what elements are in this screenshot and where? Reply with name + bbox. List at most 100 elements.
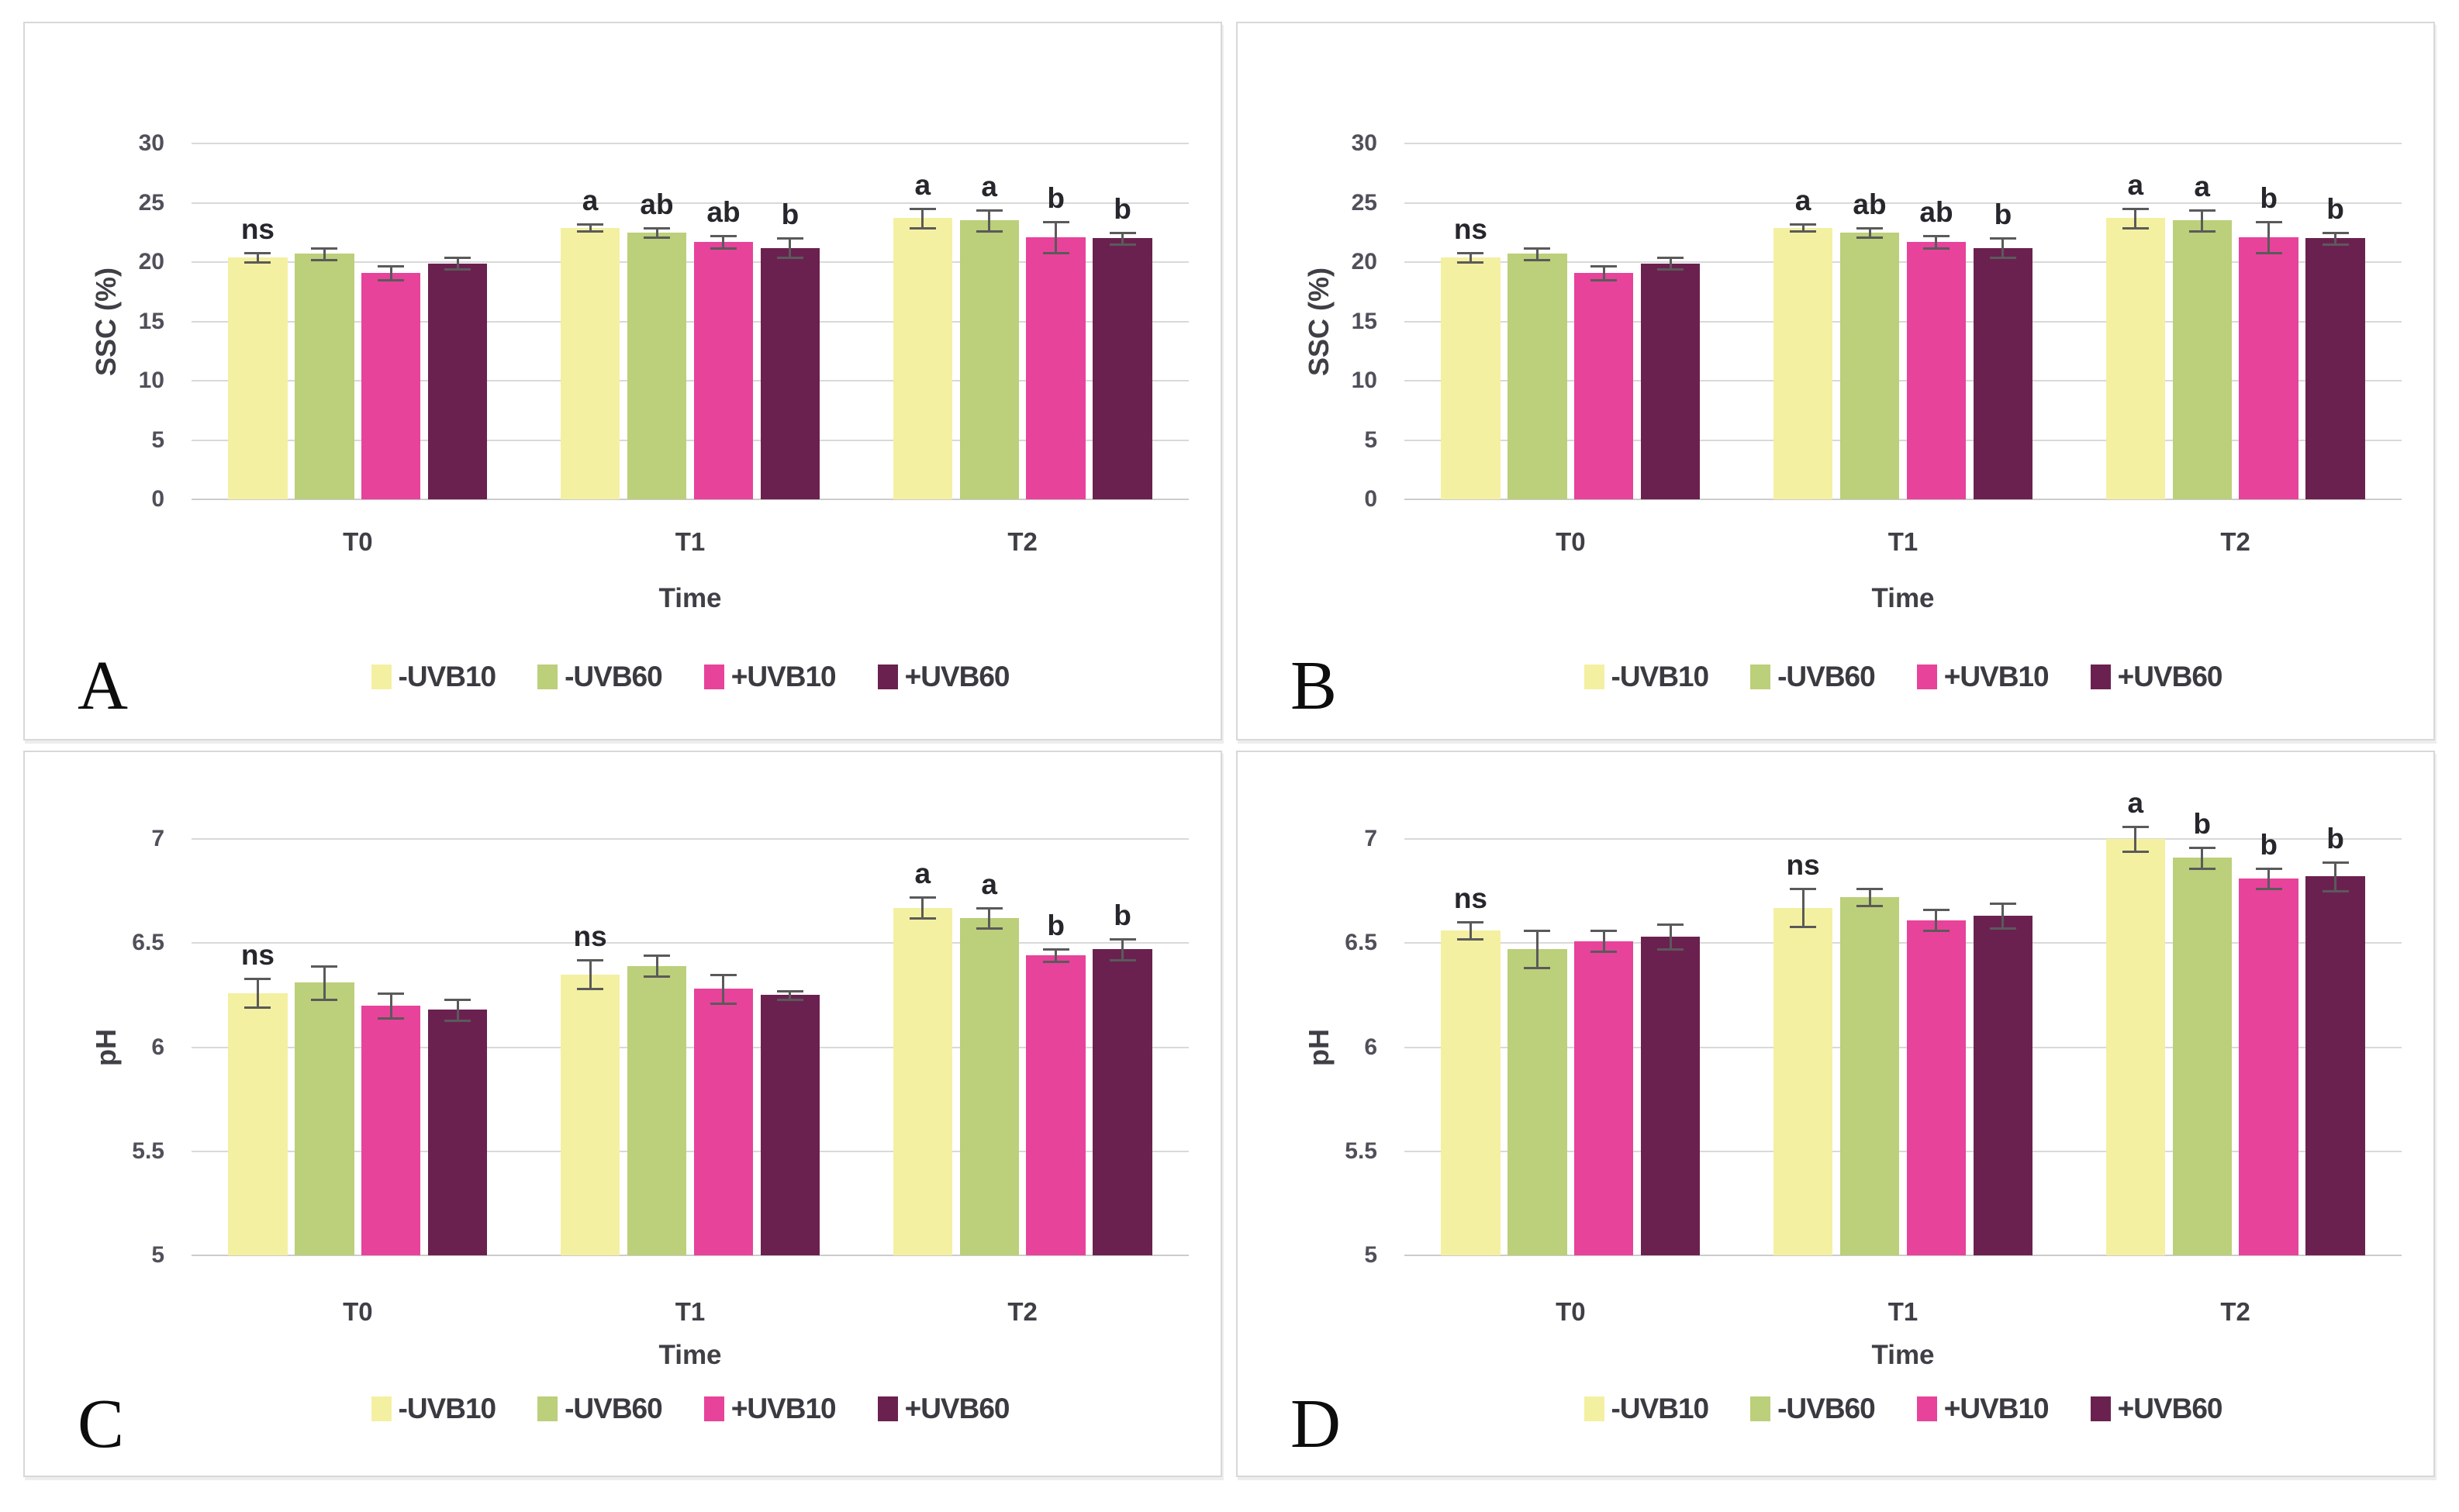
significance-label: a <box>914 858 931 890</box>
bar-+UVB60-T2 <box>2305 876 2365 1255</box>
legend-item--UVB60: -UVB60 <box>537 1393 663 1425</box>
bar-+UVB10-T2 <box>1026 236 1086 499</box>
gridline-y10 <box>1404 380 2402 381</box>
error-bar <box>988 209 991 232</box>
y-tick-label: 6 <box>151 1034 164 1060</box>
legend-item--UVB60: -UVB60 <box>1750 661 1876 693</box>
significance-label: ab <box>1919 196 1953 229</box>
legend-swatch <box>537 1396 558 1421</box>
legend-item--UVB10: -UVB10 <box>371 661 496 693</box>
legend-label: -UVB60 <box>565 1393 663 1424</box>
y-tick-label: 0 <box>1364 486 1377 512</box>
significance-label: b <box>1047 181 1065 214</box>
legend-item--UVB10: -UVB10 <box>1583 661 1710 693</box>
error-bar <box>722 236 725 248</box>
y-tick-label: 10 <box>138 368 164 393</box>
error-bar <box>389 265 392 280</box>
error-bar-cap-top <box>378 264 405 268</box>
legend-swatch <box>2090 665 2111 689</box>
error-bar-cap-bottom <box>577 230 604 233</box>
significance-label: a <box>2127 169 2144 202</box>
error-bar-cap-top <box>1524 930 1551 933</box>
significance-label: b <box>781 198 800 231</box>
gridline-y5 <box>1404 1255 2402 1256</box>
bar--UVB10-T2 <box>2105 839 2165 1255</box>
gridline-y6 <box>192 1046 1189 1048</box>
error-bar <box>1121 232 1124 245</box>
legend-swatch <box>877 1396 898 1421</box>
x-axis-title: Time <box>1871 583 1935 613</box>
legend-item-+UVB10: +UVB10 <box>703 1393 837 1425</box>
x-axis-title: Time <box>1871 1340 1935 1370</box>
error-bar-cap-top <box>1657 256 1684 259</box>
y-tick-label: 30 <box>1351 130 1377 156</box>
significance-label: ns <box>240 212 275 245</box>
error-bar-cap-bottom <box>2322 890 2349 893</box>
y-tick-label: 5.5 <box>1345 1137 1377 1164</box>
error-bar <box>722 974 725 1004</box>
bar-+UVB60-T0 <box>1641 937 1701 1255</box>
panel-C: 7 6.5 6 5.5 5 pH ns T0 ns T1 a a b b T2 Time -UVB10 -UVB6… <box>23 751 1222 1477</box>
significance-label: ns <box>240 938 275 971</box>
error-bar <box>2134 826 2137 852</box>
error-bar-cap-bottom <box>1657 948 1684 951</box>
error-bar-cap-bottom <box>909 917 936 920</box>
error-bar <box>1669 257 1672 270</box>
panel-B: 30 25 20 15 10 5 0 SSC (%) ns T0 a ab ab b T1 a a b b T2 Tim… <box>1236 22 2435 740</box>
error-bar-cap-top <box>909 208 936 211</box>
error-bar <box>1868 889 1871 906</box>
error-bar-cap-top <box>1790 223 1817 226</box>
error-bar-cap-bottom <box>1657 268 1684 271</box>
error-bar-cap-bottom <box>710 1003 737 1006</box>
significance-label: a <box>1794 185 1811 217</box>
significance-label: a <box>981 868 997 900</box>
error-bar-cap-top <box>577 223 604 226</box>
legend: -UVB10 -UVB60 +UVB10 +UVB60 <box>192 1393 1189 1425</box>
legend-swatch <box>2090 1396 2111 1421</box>
error-bar-cap-bottom <box>1042 961 1069 964</box>
error-bar-cap-top <box>1856 888 1884 891</box>
y-tick-label: 6.5 <box>132 930 164 956</box>
x-tick-T1: T1 <box>1887 1297 1919 1326</box>
error-bar-cap-top <box>244 977 271 980</box>
legend-item-+UVB10: +UVB10 <box>703 661 837 693</box>
error-bar <box>2334 232 2337 245</box>
panel-label-B: B <box>1290 647 1338 724</box>
bar-+UVB10-T0 <box>361 1005 421 1255</box>
x-axis-title: Time <box>658 583 722 613</box>
error-bar <box>389 992 392 1018</box>
gridline-y20 <box>192 261 1189 263</box>
bar--UVB10-T1 <box>1773 907 1833 1255</box>
error-bar-cap-bottom <box>2188 867 2216 870</box>
error-bar-cap-bottom <box>2255 251 2282 254</box>
gridline-y5 <box>192 439 1189 441</box>
legend-swatch <box>1583 1396 1604 1421</box>
error-bar <box>2267 868 2271 889</box>
legend-item--UVB60: -UVB60 <box>537 661 663 693</box>
error-bar-cap-top <box>2322 861 2349 864</box>
error-bar-cap-bottom <box>2255 888 2282 891</box>
gridline-y5.5 <box>1404 1150 2402 1152</box>
error-bar-cap-top <box>644 954 671 958</box>
error-bar-cap-bottom <box>1590 950 1618 953</box>
error-bar <box>256 252 259 262</box>
error-bar-cap-top <box>311 247 338 250</box>
error-bar-cap-top <box>1524 247 1551 250</box>
error-bar-cap-bottom <box>776 998 803 1001</box>
legend-item--UVB60: -UVB60 <box>1750 1393 1876 1425</box>
error-bar-cap-bottom <box>1989 927 2016 930</box>
gridline-y0 <box>192 499 1189 500</box>
error-bar-cap-top <box>1109 937 1136 941</box>
error-bar-cap-top <box>976 906 1003 910</box>
legend-label: -UVB10 <box>1611 661 1710 692</box>
error-bar-cap-top <box>577 958 604 961</box>
bar--UVB10-T1 <box>1773 227 1833 499</box>
y-tick-label: 20 <box>138 249 164 274</box>
significance-label: a <box>582 185 599 217</box>
bar--UVB60-T0 <box>1508 949 1567 1255</box>
error-bar-cap-bottom <box>976 927 1003 930</box>
error-bar <box>1669 924 1672 950</box>
y-tick-label: 5 <box>1364 426 1377 453</box>
legend-label: +UVB60 <box>904 1393 1010 1424</box>
